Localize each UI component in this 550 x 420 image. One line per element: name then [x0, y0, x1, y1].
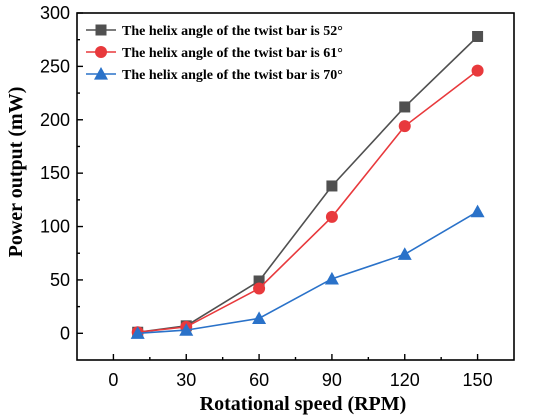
series-line	[137, 35, 479, 334]
y-tick-label: 0	[60, 323, 70, 343]
data-point	[399, 101, 411, 113]
data-point	[252, 311, 267, 324]
x-axis-title: Rotational speed (RPM)	[200, 393, 407, 415]
legend-label: The helix angle of the twist bar is 70°	[122, 68, 343, 83]
legend-item: The helix angle of the twist bar is 61°	[86, 46, 343, 61]
legend-marker	[95, 46, 107, 58]
series-layer	[130, 30, 485, 339]
y-tick-label: 100	[40, 217, 70, 237]
legend-label: The helix angle of the twist bar is 52°	[122, 24, 343, 39]
legend-marker	[94, 67, 108, 80]
data-point	[253, 282, 266, 295]
y-tick-label: 300	[40, 3, 70, 23]
y-tick-label: 150	[40, 163, 70, 183]
data-point	[471, 64, 484, 77]
x-tick-label: 120	[390, 370, 420, 390]
data-point	[470, 204, 485, 218]
x-tick-label: 0	[108, 370, 118, 390]
series-3	[130, 204, 485, 339]
data-point	[130, 326, 145, 339]
legend: The helix angle of the twist bar is 52° T…	[86, 24, 343, 83]
legend-item: The helix angle of the twist bar is 70°	[86, 67, 343, 83]
data-point	[325, 210, 338, 223]
data-point	[326, 180, 338, 192]
legend-item: The helix angle of the twist bar is 52°	[86, 24, 343, 39]
data-point	[179, 323, 194, 336]
x-tick-label: 30	[176, 370, 196, 390]
y-tick-label: 50	[50, 270, 70, 290]
legend-marker	[95, 24, 107, 36]
x-tick-label: 90	[322, 370, 342, 390]
x-tick-label: 150	[463, 370, 493, 390]
y-tick-label: 200	[40, 110, 70, 130]
legend-label: The helix angle of the twist bar is 61°	[122, 46, 343, 61]
axes: 0 30 60 90 120 150 0 50 100 150 200 250 300	[40, 3, 515, 390]
data-point	[398, 120, 411, 133]
series-line	[137, 70, 479, 334]
data-point	[324, 271, 339, 285]
data-point	[472, 30, 484, 42]
y-tick-label: 250	[40, 56, 70, 76]
data-point	[397, 247, 412, 260]
x-tick-label: 60	[249, 370, 269, 390]
series-2	[131, 64, 484, 339]
series-line	[137, 210, 478, 335]
data-point	[253, 275, 265, 287]
y-axis-title: Power output (mW)	[5, 87, 27, 258]
